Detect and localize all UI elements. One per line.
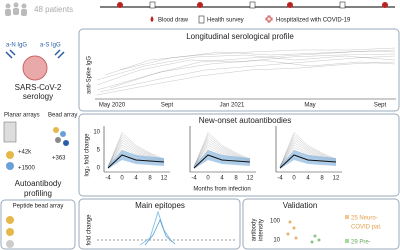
antibody-icon (5, 49, 65, 59)
timeline-icons (117, 1, 388, 9)
patient-icons (5, 2, 27, 16)
trace (107, 134, 165, 169)
peptide-box (0, 199, 76, 250)
panel-title: New-onset autoantibodies (199, 116, 292, 125)
panel-title: Main epitopes (135, 201, 185, 210)
trace (107, 137, 165, 167)
mean-trace (279, 154, 337, 169)
panel (78, 113, 400, 197)
validation-dots (286, 220, 321, 244)
serology-lines (96, 47, 396, 96)
legend-label: COVID pat. (351, 225, 382, 231)
trace (279, 134, 337, 169)
count: +42k (18, 150, 32, 156)
epitope-trace (139, 210, 173, 246)
marker: a-S IgG (40, 43, 61, 49)
method-title: Autoantibody (15, 179, 62, 188)
x-tick-label: 0 (206, 176, 210, 182)
peptide-icons (6, 216, 14, 248)
legend-label: 25 Neuro- (351, 216, 378, 222)
legend-label: 29 Pre- (351, 240, 371, 246)
trace (193, 134, 251, 169)
y-axis-label: intensity (259, 219, 265, 241)
trace (193, 137, 251, 167)
panel-title: Longitudinal serological profile (186, 32, 294, 41)
y-tick-label: 10 (273, 238, 280, 244)
x-tick-label: 8 (234, 176, 238, 182)
y-axis-label: antibody (252, 219, 258, 242)
x-tick-label: 0 (120, 176, 124, 182)
autoantibody-plots: -4 0 4 8 12 -4 0 4 8 12 -4 0 4 8 12 (103, 126, 342, 182)
method-title: serology (23, 92, 53, 101)
x-tick-label: -4 (105, 176, 111, 182)
x-axis-label: Months from infection (193, 187, 250, 193)
y-axis-label: fold change (87, 214, 93, 246)
legend-swatch (345, 215, 349, 219)
marker: a-N IgG (6, 43, 27, 49)
mean-trace (193, 154, 251, 169)
y-tick-label: 10 (93, 130, 100, 136)
platform: Planar arrays (4, 113, 40, 119)
method-title: SARS-CoV-2 (15, 83, 62, 92)
blood-icon (150, 16, 154, 22)
cohort: 48 patients (34, 5, 73, 14)
x-tick-label: Sept (161, 103, 174, 109)
x-tick-label: 4 (306, 176, 310, 182)
hospital-icon (265, 15, 273, 23)
panel-title: Validation (283, 201, 318, 210)
x-tick-label: 8 (320, 176, 324, 182)
legend-label: Health survey (207, 18, 244, 24)
x-tick-label: Sept (374, 103, 387, 109)
x-tick-label: -4 (191, 176, 197, 182)
method-title: profiling (24, 189, 52, 198)
count: +1500 (18, 166, 36, 172)
virus-icon (22, 55, 48, 81)
x-tick-label: 4 (220, 176, 224, 182)
y-axis-label: log₂ fold change (85, 133, 91, 177)
mean-trace (107, 154, 165, 169)
x-tick-label: -4 (277, 176, 283, 182)
x-tick-label: May 2020 (99, 103, 126, 109)
x-tick-label: 12 (161, 176, 168, 182)
array-icons (3, 121, 69, 170)
x-tick-label: 4 (134, 176, 138, 182)
x-tick-label: May (304, 103, 315, 109)
method-title: Peptide bead array (13, 204, 64, 210)
panel (78, 28, 400, 112)
x-tick-label: 12 (247, 176, 254, 182)
legend-label: Hospitalized with COVID-19 (276, 18, 351, 24)
epitope-trace (144, 218, 176, 246)
trace (193, 132, 251, 168)
x-tick-label: 0 (292, 176, 296, 182)
count: +363 (52, 156, 66, 162)
legend-swatch (345, 239, 349, 243)
platform: Bead array (48, 113, 77, 119)
trace (279, 132, 337, 168)
x-tick-label: Jan 2021 (220, 103, 245, 109)
survey-icon (198, 15, 205, 24)
y-axis-label: anti-Spike IgG (87, 56, 93, 94)
y-tick-label: 0 (97, 166, 101, 172)
y-tick-label: 100 (270, 219, 281, 225)
y-tick-label: 5 (97, 148, 101, 154)
x-tick-label: 8 (148, 176, 152, 182)
x-tick-label: 12 (333, 176, 340, 182)
trace (107, 132, 165, 168)
panel (78, 198, 241, 250)
panel (242, 198, 400, 250)
legend-label: Blood draw (158, 18, 189, 24)
